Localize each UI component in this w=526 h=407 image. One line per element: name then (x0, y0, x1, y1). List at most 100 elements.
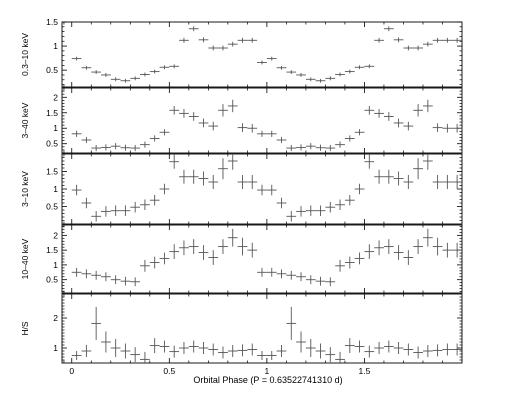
data-point (403, 121, 414, 131)
data-point (179, 37, 189, 43)
data-point (120, 78, 131, 83)
data-point (286, 211, 297, 222)
data-point (286, 270, 297, 280)
x-tick-label: 0 (69, 366, 74, 376)
data-point (452, 242, 462, 258)
data-point (140, 351, 150, 363)
data-point (159, 183, 170, 195)
data-point (247, 175, 258, 189)
data-point (374, 109, 384, 118)
data-point (71, 351, 82, 360)
data-point (354, 129, 365, 136)
panel-5: 1 2 H/S (20, 293, 463, 364)
y-tick-label: 1 (53, 123, 58, 133)
data-point (179, 342, 189, 354)
data-point (335, 141, 345, 148)
data-point (305, 77, 316, 82)
data-point (383, 26, 394, 32)
data-point (218, 45, 228, 51)
data-point (159, 252, 170, 265)
data-point (383, 169, 394, 184)
panel-4: 0.5 1 1.5 2 10–40 keV (20, 224, 463, 294)
data-point (140, 141, 150, 148)
data-point (374, 37, 384, 43)
data-point (218, 104, 228, 117)
data-point (374, 169, 384, 184)
data-point (208, 250, 219, 265)
x-tick-label: 0.5 (163, 366, 175, 376)
data-point (403, 175, 414, 189)
data-point (403, 45, 414, 51)
data-point (140, 72, 150, 77)
data-point (442, 37, 453, 43)
data-point (227, 41, 238, 47)
data-point (383, 340, 394, 353)
data-point (266, 130, 277, 137)
data-point (101, 331, 111, 353)
data-point (296, 331, 306, 353)
data-point (335, 259, 345, 272)
data-point (120, 276, 131, 286)
data-point (198, 342, 209, 354)
panel-2: 0.5 1 1.5 2 3–40 keV (20, 87, 463, 154)
panel-3: 0.5 1 1.5 3–10 keV (20, 153, 463, 225)
data-point (198, 245, 209, 260)
data-point (188, 169, 199, 184)
data-point (305, 205, 316, 216)
data-point (413, 45, 423, 51)
y-tick-label: 1 (53, 260, 58, 270)
data-point (364, 154, 375, 169)
data-point (393, 118, 404, 128)
data-point (140, 199, 150, 210)
data-point (325, 144, 336, 152)
data-point (305, 275, 316, 285)
data-point (325, 76, 336, 81)
data-point (344, 338, 355, 354)
data-point (266, 184, 277, 196)
panel-frame (61, 293, 463, 364)
data-point (276, 65, 287, 70)
data-point (91, 70, 102, 74)
data-point (159, 129, 170, 136)
data-point (71, 56, 82, 61)
y-tick-label: 2 (53, 92, 58, 102)
data-point (403, 343, 414, 356)
data-point (413, 158, 423, 180)
y-axis-label: H/S (20, 321, 30, 336)
x-tick-label: 1.5 (359, 366, 371, 376)
data-point (383, 112, 394, 121)
y-tick-label: 1.5 (46, 245, 58, 255)
data-point (413, 346, 423, 359)
data-point (422, 228, 433, 247)
data-point (101, 73, 111, 77)
data-point (422, 154, 433, 170)
data-point (120, 205, 131, 216)
data-point (110, 205, 121, 216)
data-point (257, 60, 267, 65)
data-point (296, 206, 306, 217)
data-point (218, 346, 228, 359)
data-point (393, 342, 404, 354)
data-point (442, 123, 453, 133)
data-point (179, 109, 189, 118)
data-point (149, 69, 160, 74)
data-point (208, 175, 219, 189)
data-point (422, 345, 433, 357)
data-point (227, 99, 238, 113)
data-point (179, 240, 189, 256)
data-point (110, 77, 121, 82)
data-point (344, 135, 355, 142)
data-point (432, 37, 443, 43)
data-point (296, 73, 306, 77)
data-point (257, 184, 267, 196)
y-tick-label: 1.5 (46, 108, 58, 118)
data-point (296, 272, 306, 282)
data-point (130, 144, 141, 152)
data-point (364, 105, 375, 115)
data-point (393, 171, 404, 186)
data-point (286, 144, 297, 152)
data-point (188, 112, 199, 121)
data-point (247, 343, 258, 356)
data-point (296, 144, 306, 151)
